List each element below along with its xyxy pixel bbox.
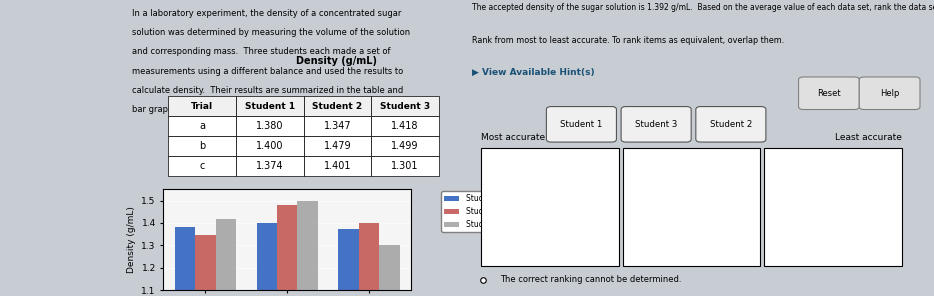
Text: Least accurate: Least accurate <box>835 133 902 142</box>
Bar <box>622 148 760 266</box>
Text: and corresponding mass.  Three students each made a set of: and corresponding mass. Three students e… <box>132 47 390 56</box>
Text: Reset: Reset <box>817 89 841 98</box>
Text: solution was determined by measuring the volume of the solution: solution was determined by measuring the… <box>132 28 410 37</box>
Bar <box>338 229 359 296</box>
FancyBboxPatch shape <box>621 107 691 142</box>
Bar <box>257 223 277 296</box>
Bar <box>379 245 400 296</box>
FancyBboxPatch shape <box>799 77 859 110</box>
Text: The correct ranking cannot be determined.: The correct ranking cannot be determined… <box>500 275 681 284</box>
FancyBboxPatch shape <box>696 107 766 142</box>
FancyBboxPatch shape <box>859 77 920 110</box>
Bar <box>297 201 318 296</box>
Text: In a laboratory experiment, the density of a concentrated sugar: In a laboratory experiment, the density … <box>132 9 402 18</box>
Text: measurements using a different balance and used the results to: measurements using a different balance a… <box>132 67 403 75</box>
Text: Student 2: Student 2 <box>710 120 752 129</box>
Y-axis label: Density (g/mL): Density (g/mL) <box>127 206 135 273</box>
FancyBboxPatch shape <box>546 107 616 142</box>
Bar <box>764 148 902 266</box>
Text: The accepted density of the sugar solution is 1.392 g/mL.  Based on the average : The accepted density of the sugar soluti… <box>472 3 934 12</box>
Text: calculate density.  Their results are summarized in the table and: calculate density. Their results are sum… <box>132 86 403 95</box>
Bar <box>195 235 216 296</box>
Text: Student 1: Student 1 <box>560 120 602 129</box>
Text: ▶ View Available Hint(s): ▶ View Available Hint(s) <box>472 68 594 77</box>
Bar <box>175 227 195 296</box>
Text: Density (g/mL): Density (g/mL) <box>295 57 376 66</box>
Text: Help: Help <box>880 89 899 98</box>
Legend: Student 1, Student 2, Student 3: Student 1, Student 2, Student 3 <box>441 191 506 232</box>
Text: Most accurate: Most accurate <box>481 133 545 142</box>
Bar <box>216 219 236 296</box>
Text: bar graph.: bar graph. <box>132 105 176 114</box>
Text: Student 3: Student 3 <box>635 120 677 129</box>
Bar <box>277 205 297 296</box>
Text: Rank from most to least accurate. To rank items as equivalent, overlap them.: Rank from most to least accurate. To ran… <box>472 36 784 44</box>
Bar <box>359 223 379 296</box>
Bar <box>481 148 618 266</box>
